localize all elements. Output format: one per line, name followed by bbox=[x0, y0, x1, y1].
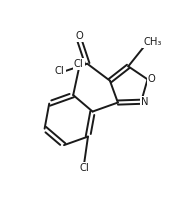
Text: O: O bbox=[148, 74, 155, 84]
Text: CH₃: CH₃ bbox=[143, 38, 162, 47]
Text: Cl: Cl bbox=[55, 66, 65, 76]
Text: N: N bbox=[141, 97, 149, 107]
Text: Cl: Cl bbox=[79, 163, 89, 173]
Text: Cl: Cl bbox=[74, 59, 84, 69]
Text: O: O bbox=[76, 31, 84, 41]
